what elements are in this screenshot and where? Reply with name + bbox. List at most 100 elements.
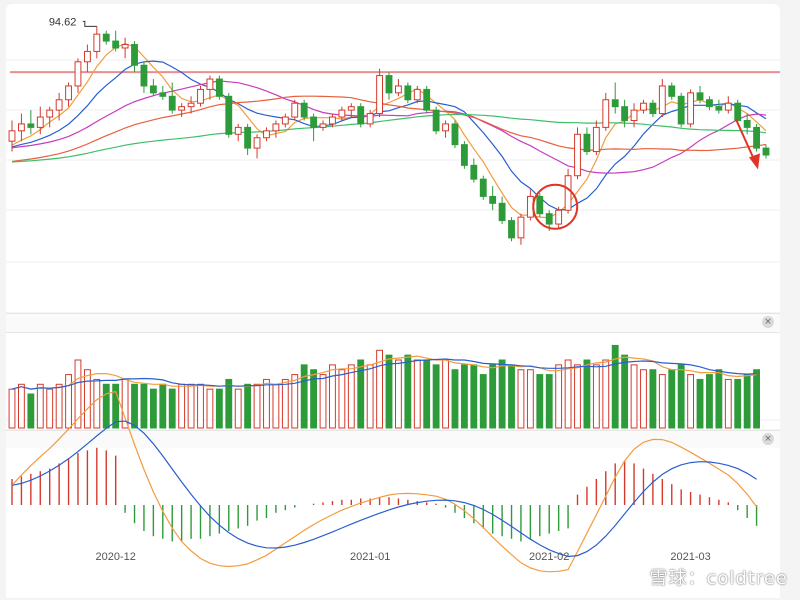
volume-bar: [168, 388, 176, 429]
x-axis-tick-label: 2021-02: [529, 551, 569, 563]
volume-bar: [65, 374, 72, 429]
volume-bar: [291, 374, 299, 429]
candle-body: [187, 102, 195, 108]
candle-body: [27, 123, 35, 128]
candle-body: [272, 123, 280, 132]
volume-bar: [83, 369, 91, 429]
candle-body: [121, 44, 129, 49]
volume-bar: [432, 364, 440, 429]
candle-body: [555, 209, 563, 225]
candle-body: [489, 195, 497, 204]
candle-body: [244, 126, 252, 149]
candle-body: [225, 95, 233, 135]
annotation-arrow-shaft: [735, 118, 755, 160]
candle-body: [253, 137, 261, 149]
candle-body: [310, 116, 318, 128]
volume-bar: [677, 364, 685, 429]
candle-body: [564, 175, 572, 211]
volume-bar: [93, 378, 101, 429]
panel-divider-volume: [6, 313, 780, 333]
candle-body: [65, 85, 72, 101]
candle-body: [432, 109, 440, 132]
candle-body: [93, 33, 101, 52]
watermark: 雪球：coldtree: [649, 568, 788, 589]
candle-body: [74, 61, 82, 87]
candle-body: [621, 106, 629, 121]
candle-body: [206, 78, 214, 90]
candle-body: [385, 75, 393, 94]
volume-bar: [460, 364, 468, 429]
volume-bar: [508, 364, 515, 429]
candle-body: [149, 85, 157, 94]
close-macd-icon[interactable]: ×: [762, 433, 774, 445]
volume-bar: [724, 378, 732, 429]
candle-body: [112, 40, 120, 49]
volume-bar: [395, 359, 402, 429]
volume-bar: [46, 388, 54, 429]
volume-bar: [470, 364, 478, 429]
candle-body: [102, 33, 110, 42]
volume-bar: [696, 378, 704, 429]
volume-bar: [140, 383, 148, 429]
candle-body: [357, 106, 365, 125]
candle-body: [668, 85, 676, 97]
candle-body: [376, 75, 383, 115]
volume-bar: [36, 383, 44, 429]
volume-bar: [734, 378, 742, 429]
volume-bar: [206, 388, 214, 429]
x-axis-tick-label: 2021-03: [670, 551, 710, 563]
volume-bar: [272, 383, 280, 429]
candle-body: [300, 102, 308, 118]
volume-bar: [357, 359, 365, 429]
volume-bar: [442, 359, 449, 429]
volume-bar: [27, 393, 35, 429]
candle-body: [55, 99, 63, 111]
volume-bar: [55, 383, 63, 429]
candle-body: [319, 123, 327, 128]
volume-bar: [187, 383, 195, 429]
volume-bar: [197, 383, 204, 429]
macd-dif-line: [11, 390, 758, 573]
volume-bar: [310, 369, 318, 429]
candle-body: [479, 178, 487, 197]
volume-bar: [347, 364, 355, 429]
candle-body: [291, 102, 299, 118]
candle-body: [442, 123, 449, 132]
ma30-line: [11, 95, 767, 163]
volume-bar: [159, 383, 167, 429]
candle-body: [743, 119, 751, 128]
close-volume-icon[interactable]: ×: [762, 316, 774, 328]
candle-body: [602, 99, 610, 128]
volume-bar: [753, 369, 760, 429]
volume-bar: [658, 374, 666, 429]
volume-bar: [640, 369, 647, 429]
candle-body: [574, 133, 581, 177]
candle-body: [658, 85, 666, 115]
ma20-line: [11, 80, 767, 174]
candle-body: [404, 85, 412, 101]
volume-bar: [281, 378, 289, 429]
candle-body: [178, 106, 186, 111]
volume-bar: [489, 364, 497, 429]
volume-bar: [451, 369, 459, 429]
volume-bar: [329, 364, 336, 429]
candle-body: [140, 64, 148, 87]
volume-bar: [630, 364, 638, 429]
candle-body: [263, 130, 270, 139]
macd-dea-line: [11, 420, 757, 558]
volume-bar: [300, 364, 308, 429]
volume-bar: [687, 374, 695, 429]
candle-body: [592, 126, 600, 153]
volume-bar: [526, 369, 534, 429]
candle-body: [197, 88, 204, 104]
candle-body: [18, 123, 25, 132]
volume-bar: [263, 378, 270, 429]
volume-bar: [479, 374, 487, 429]
candle-body: [83, 50, 91, 63]
candle-body: [281, 116, 289, 125]
candle-body: [234, 126, 242, 135]
volume-bar: [602, 359, 610, 429]
candle-body: [677, 95, 685, 125]
candle-body: [630, 109, 638, 121]
